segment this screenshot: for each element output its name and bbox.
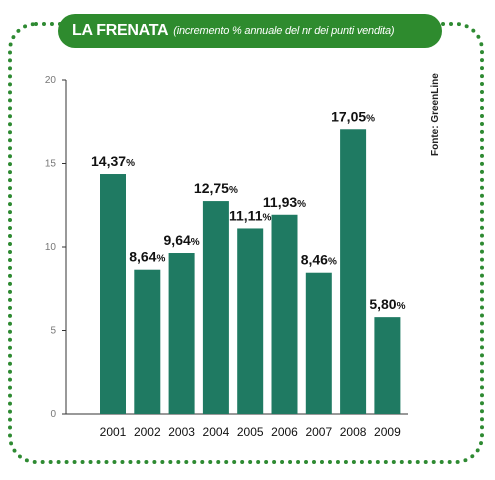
x-tick-label-2004: 2004 [203,425,230,439]
value-label-2002: 8,64% [129,249,165,265]
bar-2007 [305,272,332,414]
value-label-2006: 11,93% [263,194,306,210]
y-tick-label: 10 [45,242,57,253]
x-tick-label-2001: 2001 [100,425,127,439]
y-tick-label: 20 [45,75,57,86]
value-label-2007: 8,46% [301,252,337,268]
x-tick-label-2003: 2003 [168,425,195,439]
value-label-2004: 12,75% [194,180,238,196]
bar-2002 [134,269,161,414]
y-tick-label: 0 [50,409,56,420]
bar-2005 [237,228,264,414]
y-tick-label: 15 [45,159,57,170]
y-tick-label: 5 [50,326,56,337]
value-label-2008: 17,05% [331,108,375,124]
bar-2008 [340,129,367,414]
bar-2004 [202,201,229,414]
bar-2003 [168,253,195,414]
bar-layer [100,129,401,414]
x-tick-label-2005: 2005 [237,425,264,439]
value-label-2005: 11,11% [229,207,272,223]
x-tick-label-2009: 2009 [374,425,401,439]
value-label-2009: 5,80% [369,296,405,312]
x-tick-label-2006: 2006 [271,425,298,439]
x-tick-label-2007: 2007 [305,425,332,439]
bar-2006 [271,214,298,414]
bar-2009 [374,317,401,414]
x-tick-label-2002: 2002 [134,425,161,439]
label-layer: 14,37% 2001 8,64% 2002 9,64% 2003 12,75% 2004 11… [91,108,406,439]
title-banner: LA FRENATA (incremento % annuale del nr … [58,14,442,48]
chart-subtitle: (incremento % annuale del nr dei punti v… [173,25,395,37]
value-label-2001: 14,37% [91,153,135,169]
chart-title: LA FRENATA [72,22,169,39]
bar-2001 [100,174,126,414]
value-label-2003: 9,64% [164,232,200,248]
x-tick-label-2008: 2008 [340,425,367,439]
